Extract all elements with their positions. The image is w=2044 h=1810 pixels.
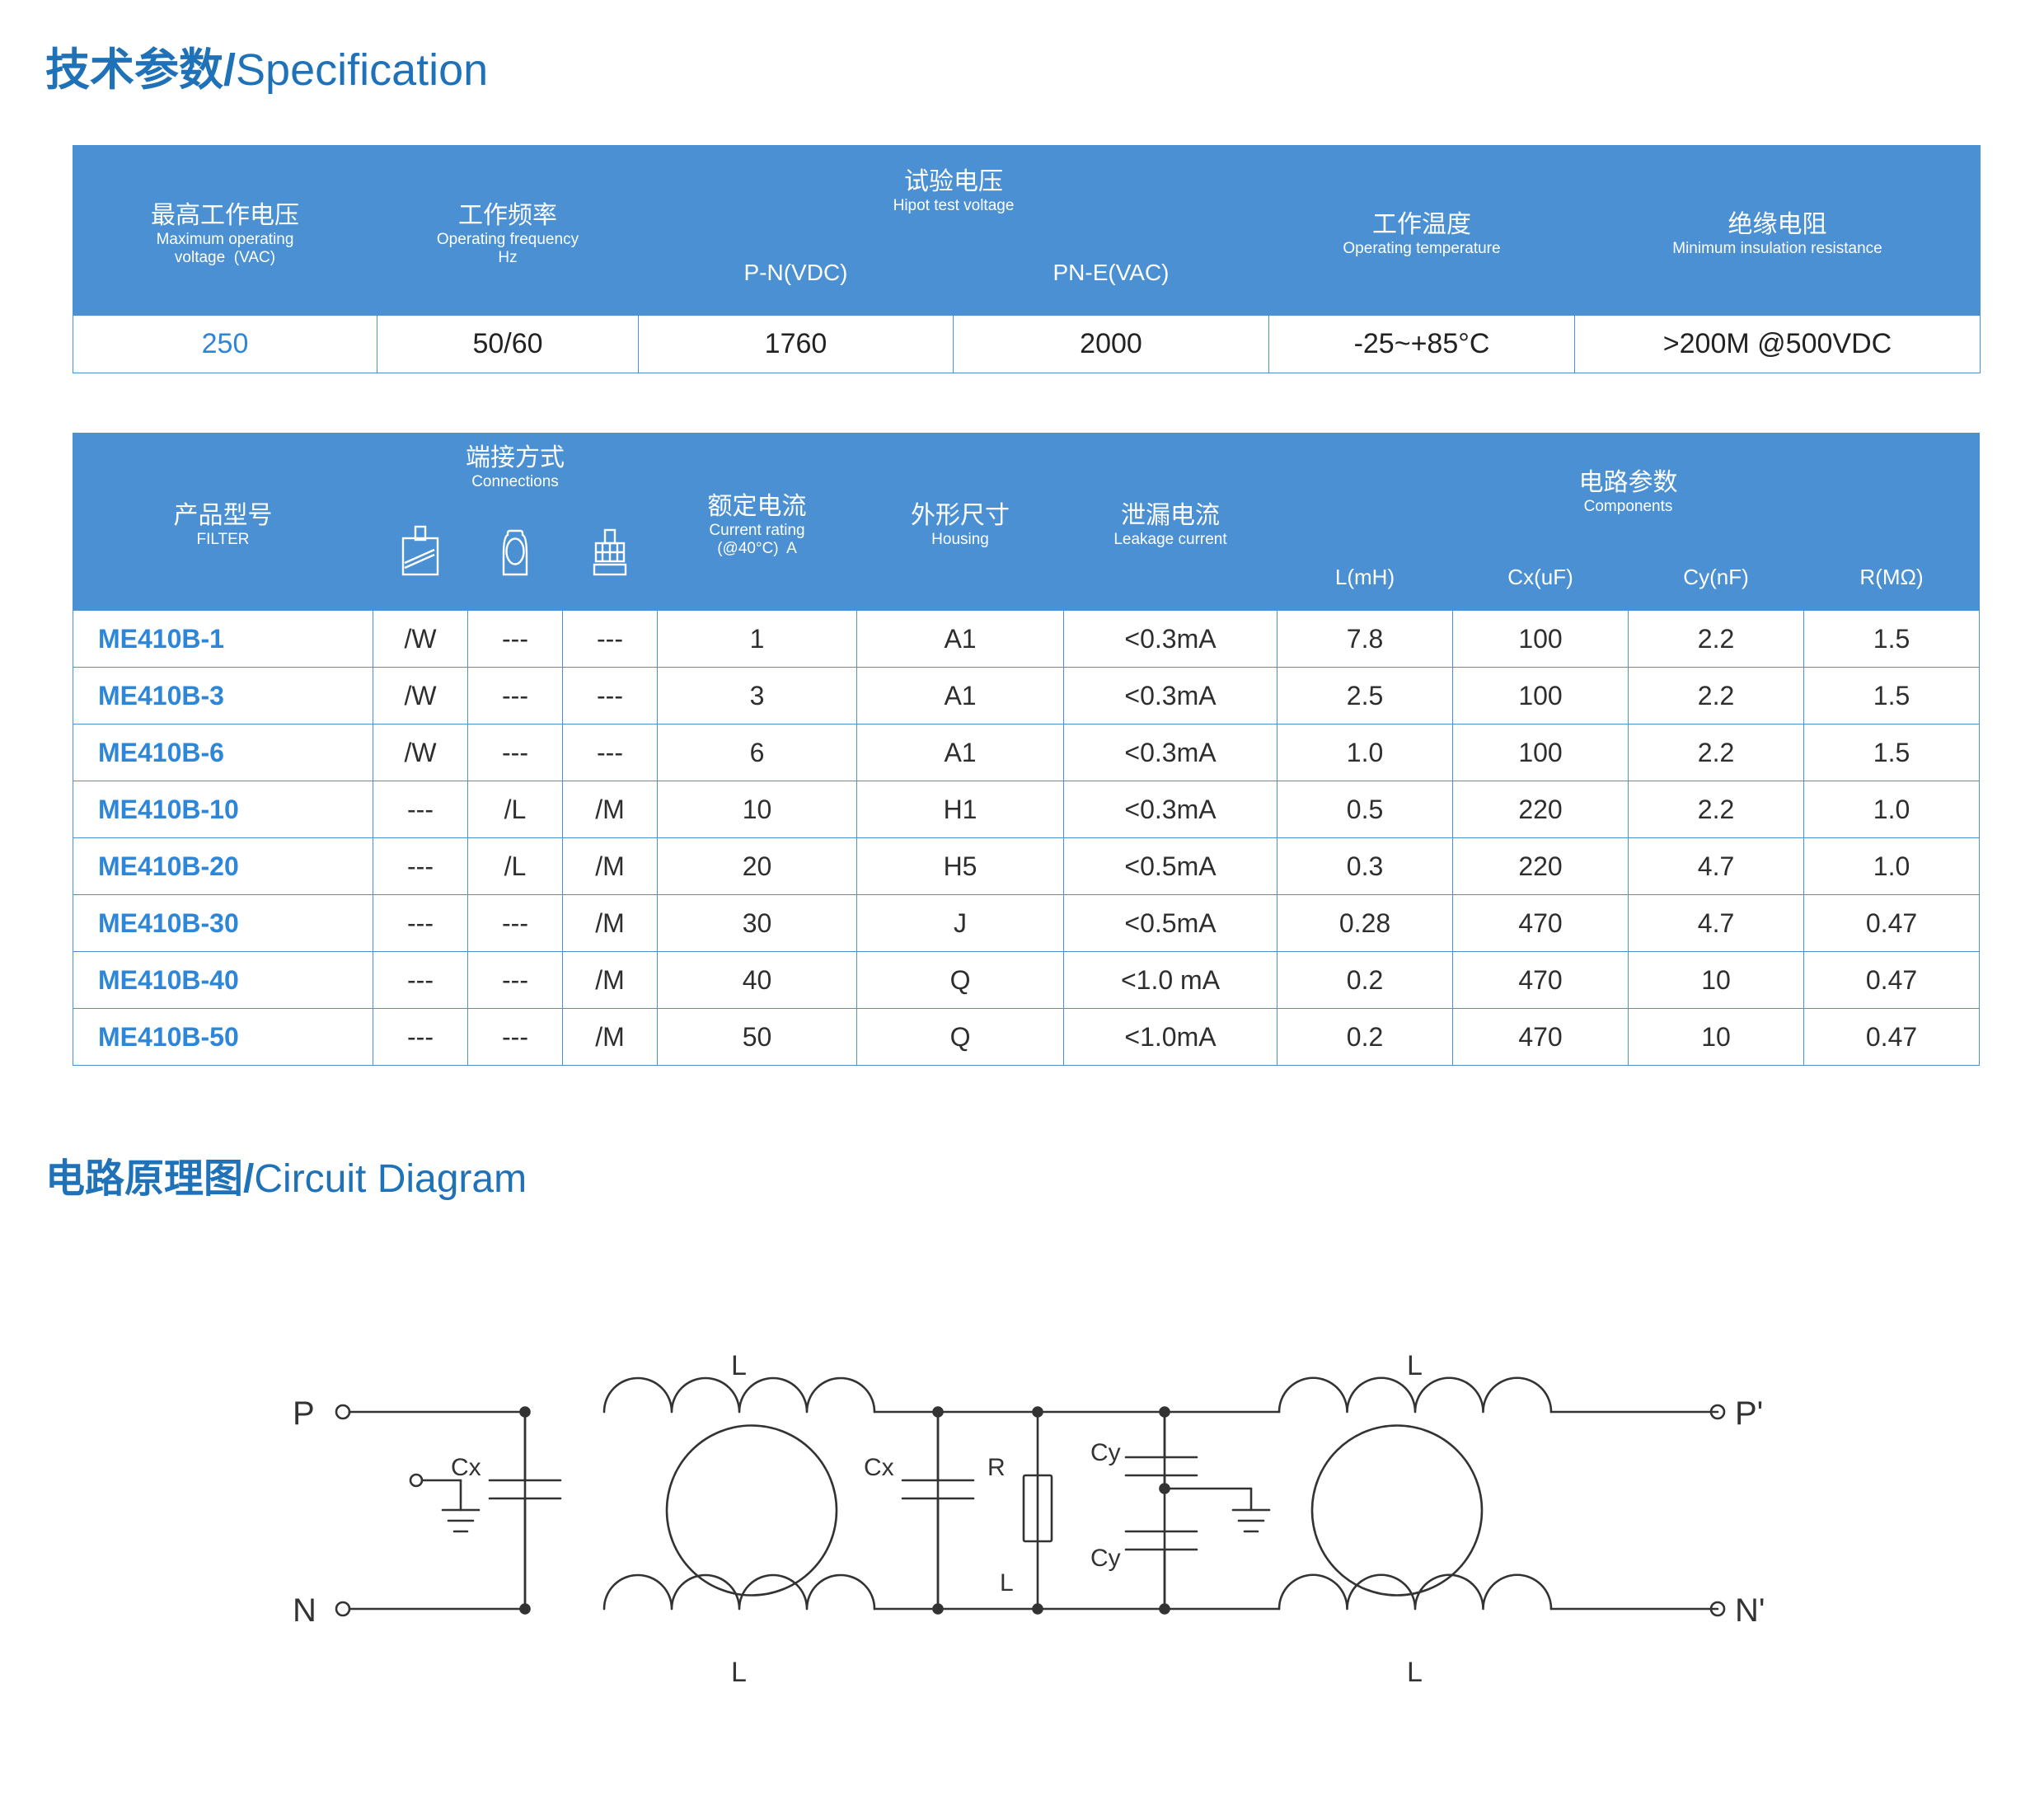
svg-text:R: R xyxy=(987,1454,1006,1481)
svg-text:L: L xyxy=(1000,1569,1014,1597)
svg-text:N': N' xyxy=(1735,1592,1765,1629)
svg-text:Cx: Cx xyxy=(451,1454,481,1481)
svg-text:Cy: Cy xyxy=(1090,1545,1121,1572)
svg-text:L: L xyxy=(1407,1350,1423,1381)
svg-text:Cy: Cy xyxy=(1090,1439,1121,1466)
svg-text:L: L xyxy=(1407,1657,1423,1688)
svg-text:N: N xyxy=(293,1592,316,1629)
svg-text:P: P xyxy=(293,1395,315,1432)
svg-text:Cx: Cx xyxy=(864,1454,894,1481)
svg-text:L: L xyxy=(731,1657,747,1688)
svg-text:P': P' xyxy=(1735,1395,1763,1432)
svg-text:L: L xyxy=(731,1350,747,1381)
